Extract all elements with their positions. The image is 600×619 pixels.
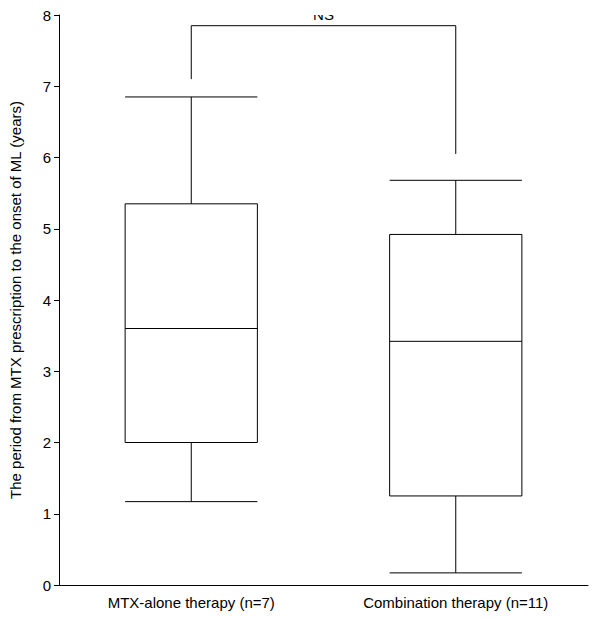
svg-text:7: 7 [43, 78, 51, 95]
svg-text:3: 3 [43, 363, 51, 380]
svg-text:1: 1 [43, 505, 51, 522]
svg-text:NS: NS [313, 6, 334, 23]
svg-text:The period from MTX prescripti: The period from MTX prescription to the … [7, 101, 24, 499]
svg-text:5: 5 [43, 220, 51, 237]
svg-text:MTX-alone therapy (n=7): MTX-alone therapy (n=7) [108, 594, 275, 611]
svg-text:6: 6 [43, 149, 51, 166]
svg-text:Combination therapy (n=11): Combination therapy (n=11) [363, 594, 548, 611]
svg-text:8: 8 [43, 7, 51, 24]
svg-text:4: 4 [43, 292, 51, 309]
svg-text:0: 0 [43, 577, 51, 594]
svg-text:2: 2 [43, 434, 51, 451]
